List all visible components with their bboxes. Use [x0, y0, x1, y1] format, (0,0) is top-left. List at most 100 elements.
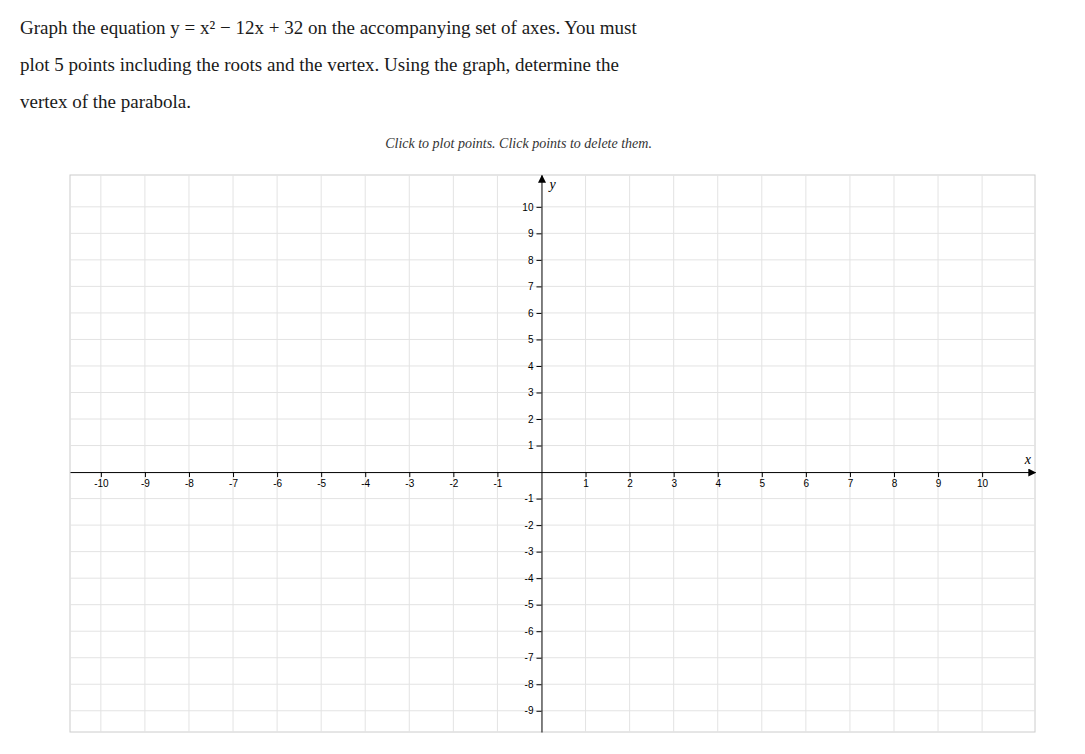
- y-tick: 10: [522, 202, 541, 213]
- y-axis: -9-8-7-6-5-4-3-2-112345678910: [522, 176, 542, 733]
- y-tick-mark: [536, 313, 541, 314]
- title-line: Graph the equation y = x² − 12x + 32 on …: [20, 17, 637, 38]
- x-tick: -3: [405, 472, 414, 489]
- grid-line-x: [453, 175, 454, 732]
- x-tick-mark: [850, 472, 851, 477]
- y-tick-mark: [536, 286, 541, 287]
- x-tick-mark: [145, 472, 146, 477]
- y-tick: 2: [528, 414, 542, 425]
- y-tick-label: 4: [528, 361, 534, 372]
- x-tick: -2: [449, 472, 458, 489]
- y-tick: 8: [528, 255, 542, 266]
- x-tick-mark: [674, 472, 675, 477]
- grid-line-x: [893, 175, 894, 732]
- chart: Graph the equation y = x² − 12x + 32 on …: [0, 0, 1085, 754]
- grid-line-y: [70, 710, 1035, 711]
- y-tick-label: 8: [528, 255, 534, 266]
- x-tick: -6: [273, 472, 282, 489]
- x-tick-label: 6: [804, 478, 810, 489]
- y-tick-label: -7: [525, 652, 534, 663]
- x-tick-label: -1: [493, 478, 502, 489]
- x-tick-label: 10: [977, 478, 989, 489]
- grid-line-y: [70, 312, 1035, 313]
- x-tick-mark: [762, 472, 763, 477]
- y-tick-mark: [536, 578, 541, 579]
- y-tick-label: -2: [525, 520, 534, 531]
- x-tick-mark: [982, 472, 983, 477]
- y-tick-label: -4: [525, 573, 534, 584]
- x-tick-mark: [189, 472, 190, 477]
- grid-line-y: [70, 365, 1035, 366]
- x-tick-label: 9: [936, 478, 942, 489]
- x-tick: -7: [229, 472, 238, 489]
- x-tick-mark: [321, 472, 322, 477]
- grid-line-x: [673, 175, 674, 732]
- y-tick: 1: [528, 440, 542, 451]
- y-tick-label: -8: [525, 679, 534, 690]
- x-tick: 6: [804, 472, 810, 489]
- x-tick-label: 4: [715, 478, 721, 489]
- x-tick-label: -2: [449, 478, 458, 489]
- x-tick: 9: [936, 472, 942, 489]
- grid-line-y: [70, 233, 1035, 234]
- y-tick-mark: [536, 233, 541, 234]
- x-tick: 4: [715, 472, 721, 489]
- x-tick: 10: [977, 472, 989, 489]
- x-tick-mark: [233, 472, 234, 477]
- y-tick-mark: [536, 605, 541, 606]
- y-tick-label: 5: [528, 334, 534, 345]
- y-tick: -1: [525, 493, 542, 504]
- x-tick: -9: [141, 472, 150, 489]
- x-tick-label: -6: [273, 478, 282, 489]
- y-tick-label: -6: [525, 626, 534, 637]
- y-tick-mark: [536, 525, 541, 526]
- grid-line-y: [70, 604, 1035, 605]
- x-tick-mark: [806, 472, 807, 477]
- x-axis: -10-9-8-7-6-5-4-3-2-112345678910: [71, 472, 1036, 489]
- grid: [70, 175, 1035, 732]
- grid-line-y: [70, 419, 1035, 420]
- y-tick: 9: [528, 228, 542, 239]
- y-tick: -3: [525, 546, 542, 557]
- grid-line-x: [144, 175, 145, 732]
- grid-line-y: [70, 206, 1035, 207]
- x-tick: 5: [760, 472, 766, 489]
- y-tick-mark: [536, 631, 541, 632]
- y-tick: 3: [528, 387, 542, 398]
- y-tick-label: 2: [528, 414, 534, 425]
- x-tick: 7: [848, 472, 854, 489]
- y-tick: 5: [528, 334, 542, 345]
- y-tick-mark: [536, 552, 541, 553]
- x-tick-mark: [630, 472, 631, 477]
- y-tick-mark: [536, 207, 541, 208]
- y-tick-label: 3: [528, 387, 534, 398]
- x-tick-label: -5: [317, 478, 326, 489]
- x-tick-mark: [453, 472, 454, 477]
- x-tick-label: 3: [671, 478, 677, 489]
- grid-line-x: [717, 175, 718, 732]
- x-tick: -4: [361, 472, 370, 489]
- grid-line-y: [70, 392, 1035, 393]
- x-tick: 1: [583, 472, 589, 489]
- grid-line-y: [70, 259, 1035, 260]
- x-tick-label: -4: [361, 478, 370, 489]
- title-line: plot 5 points including the roots and th…: [20, 54, 619, 75]
- x-tick-label: -10: [94, 478, 109, 489]
- y-tick-mark: [536, 658, 541, 659]
- x-tick-label: 5: [760, 478, 766, 489]
- y-tick: -7: [525, 652, 542, 663]
- y-tick: 7: [528, 281, 542, 292]
- x-tick-mark: [894, 472, 895, 477]
- grid-line-x: [321, 175, 322, 732]
- y-tick-mark: [536, 366, 541, 367]
- x-tick-label: 8: [892, 478, 898, 489]
- grid-line-y: [70, 286, 1035, 287]
- y-tick-label: -5: [525, 599, 534, 610]
- grid-line-y: [70, 631, 1035, 632]
- grid-line-x: [233, 175, 234, 732]
- x-tick: -1: [493, 472, 502, 489]
- x-tick-mark: [365, 472, 366, 477]
- grid-line-x: [849, 175, 850, 732]
- x-tick: -8: [185, 472, 194, 489]
- grid-line-x: [409, 175, 410, 732]
